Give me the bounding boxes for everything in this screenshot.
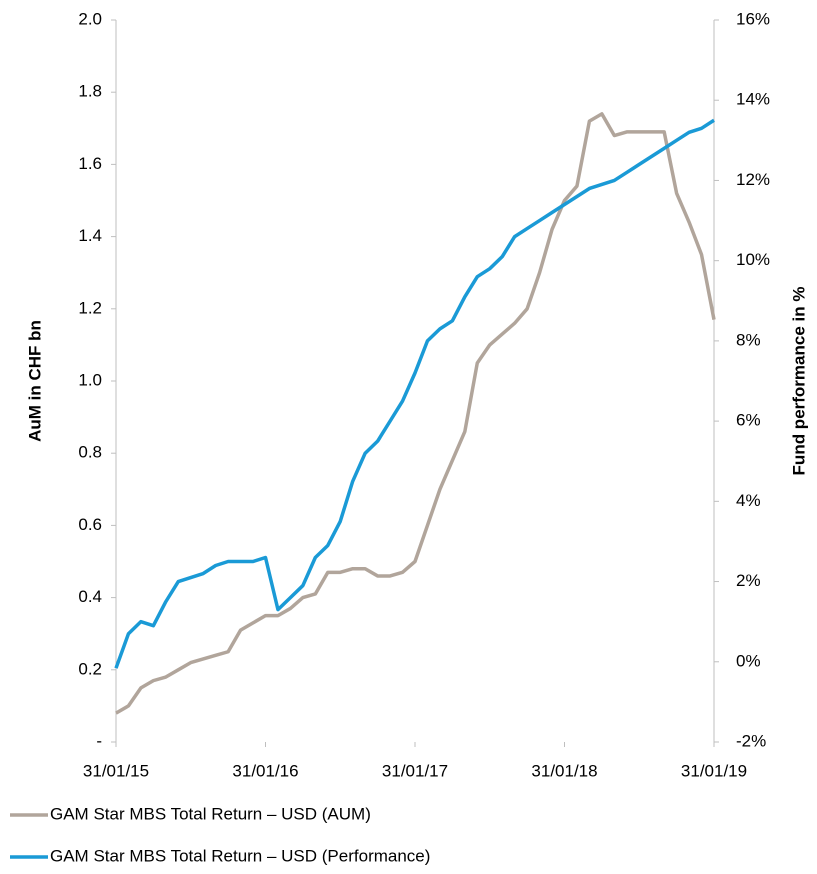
y2-tick-label: 8% [736,330,761,349]
x-tick-label: 31/01/19 [681,761,747,780]
y-tick-label: 1.0 [78,370,102,389]
y2-tick-label: 6% [736,411,761,430]
x-tick-label: 31/01/17 [382,761,448,780]
y-tick-label: - [96,731,102,750]
legend-label: GAM Star MBS Total Return – USD (Perform… [50,846,430,865]
line-series [114,118,715,669]
y-tick-label: 1.2 [78,298,102,317]
legend-label: GAM Star MBS Total Return – USD (AUM) [50,804,371,823]
x-tick-label: 31/01/15 [83,761,149,780]
line-series [115,112,716,715]
y2-tick-label: 4% [736,491,761,510]
y2-tick-label: 14% [736,90,770,109]
y-tick-label: 2.0 [78,9,102,28]
y-tick-label: 1.8 [78,82,102,101]
y2-tick-label: 16% [736,9,770,28]
y2-axis-label: Fund performance in % [789,287,808,476]
y-axis-label: AuM in CHF bn [25,320,44,442]
y-tick-label: 0.8 [78,443,102,462]
y-tick-label: 1.4 [78,226,102,245]
y2-tick-label: 12% [736,170,770,189]
y2-tick-label: 2% [736,571,761,590]
y-tick-label: 0.2 [78,659,102,678]
y-tick-label: 0.6 [78,515,102,534]
y2-tick-label: -2% [736,731,766,750]
y-tick-label: 1.6 [78,154,102,173]
y2-tick-label: 0% [736,651,761,670]
y2-tick-label: 10% [736,250,770,269]
x-tick-label: 31/01/16 [232,761,298,780]
y-tick-label: 0.4 [78,587,102,606]
x-tick-label: 31/01/18 [531,761,597,780]
